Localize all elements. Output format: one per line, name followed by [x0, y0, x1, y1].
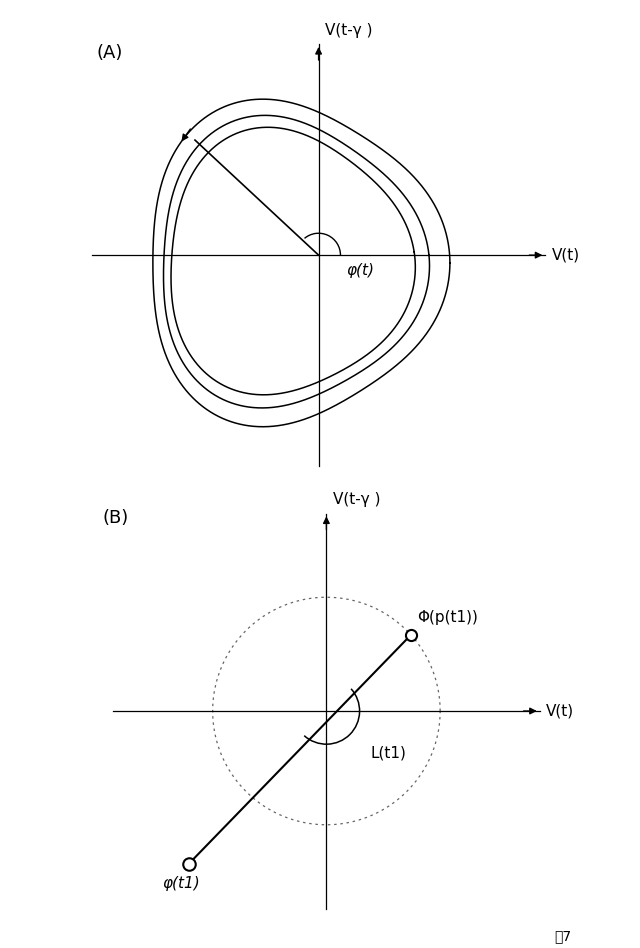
Text: φ(t): φ(t): [347, 263, 375, 278]
Text: V(t-γ ): V(t-γ ): [325, 23, 372, 38]
Text: V(t-γ ): V(t-γ ): [333, 492, 380, 507]
Text: φ(t1): φ(t1): [162, 876, 200, 891]
Text: (A): (A): [97, 44, 123, 62]
Text: V(t): V(t): [546, 703, 574, 719]
Text: Φ(p(t1)): Φ(p(t1)): [417, 611, 478, 626]
Text: L(t1): L(t1): [371, 746, 406, 760]
Text: 図7: 図7: [555, 929, 572, 943]
Text: (B): (B): [102, 509, 128, 527]
Text: V(t): V(t): [552, 247, 580, 263]
